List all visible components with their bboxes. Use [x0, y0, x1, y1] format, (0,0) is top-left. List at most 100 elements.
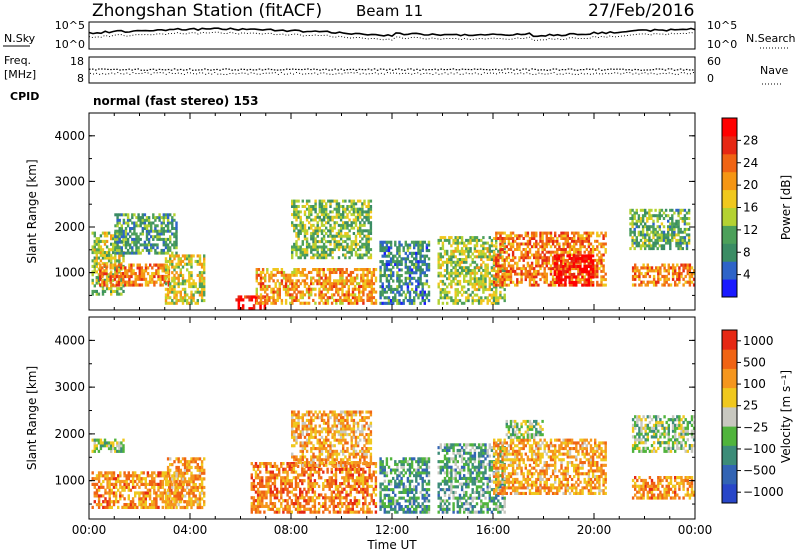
echo-cell [97, 292, 101, 296]
echo-cell [91, 477, 94, 481]
echo-cell [677, 211, 680, 215]
echo-cell [555, 254, 559, 258]
echo-cell [385, 240, 389, 244]
echo-cell [157, 263, 160, 267]
echo-cell [568, 281, 571, 284]
echo-cell [641, 214, 645, 218]
echo-cell [123, 503, 126, 507]
echo-cell [112, 485, 116, 489]
echo-cell [356, 213, 360, 217]
echo-cell [322, 215, 326, 219]
echo-cell [385, 274, 389, 278]
echo-cell [509, 264, 513, 268]
freq-point [473, 68, 476, 70]
echo-cell [583, 257, 586, 260]
echo-cell [188, 276, 191, 280]
echo-cell [360, 284, 363, 288]
echo-cell [392, 257, 395, 261]
echo-cell [679, 247, 682, 251]
echo-cell [539, 253, 542, 257]
echo-cell [268, 279, 271, 283]
echo-cell [320, 202, 324, 206]
echo-cell [482, 274, 485, 278]
echo-cell [402, 282, 405, 286]
echo-cell [629, 208, 632, 212]
echo-cell [349, 298, 353, 302]
echo-cell [677, 238, 680, 242]
echo-cell [477, 279, 481, 283]
echo-cell [570, 273, 573, 276]
freq-point [285, 68, 288, 70]
echo-cell [133, 243, 136, 247]
echo-cell [555, 275, 559, 279]
echo-cell [164, 301, 168, 305]
echo-cell [135, 216, 138, 220]
echo-cell [354, 242, 358, 246]
nave-point [114, 73, 116, 75]
echo-cell [99, 259, 103, 263]
echo-cell [312, 207, 315, 211]
echo-cell [573, 234, 576, 238]
nave-point [556, 73, 558, 75]
echo-cell [114, 267, 117, 271]
echo-cell [312, 234, 315, 238]
echo-cell [656, 233, 659, 237]
echo-cell [133, 232, 136, 236]
echo-cell [465, 299, 468, 303]
echo-cell [318, 210, 321, 214]
echo-cell [114, 229, 117, 233]
echo-cell [543, 245, 546, 249]
echo-cell [175, 229, 178, 233]
colorbar-tick-label: 12 [743, 223, 758, 237]
echo-cell [379, 274, 382, 278]
echo-cell [284, 301, 288, 305]
echo-cell [602, 234, 605, 238]
echo-cell [162, 232, 165, 236]
echo-cell [95, 447, 98, 451]
echo-cell [408, 271, 412, 275]
nave-point [438, 73, 440, 75]
echo-cell [139, 243, 142, 247]
echo-cell [369, 207, 373, 211]
echo-cell [181, 287, 185, 291]
echo-cell [493, 261, 496, 265]
echo-cell [560, 250, 563, 254]
echo-cell [471, 269, 474, 272]
echo-cell [177, 262, 180, 266]
echo-cell [381, 293, 384, 297]
echo-cell [415, 240, 418, 244]
echo-cell [183, 299, 187, 303]
echo-cell [480, 271, 483, 275]
echo-cell [406, 268, 410, 272]
echo-cell [639, 208, 643, 212]
echo-cell [301, 250, 304, 254]
echo-cell [263, 295, 267, 299]
echo-cell [316, 223, 319, 227]
echo-cell [573, 258, 576, 262]
echo-cell [520, 242, 523, 246]
echo-cell [366, 284, 369, 288]
echo-cell [266, 270, 269, 274]
echo-cell [594, 272, 597, 276]
nave-point [441, 73, 443, 75]
echo-cell [337, 293, 340, 297]
echo-cell [446, 252, 449, 256]
echo-cell [362, 293, 365, 297]
echo-cell [104, 471, 107, 475]
echo-cell [91, 270, 94, 274]
echo-cell [138, 503, 141, 507]
echo-cell [650, 269, 654, 273]
freq-point [313, 68, 315, 70]
echo-cell [568, 278, 571, 282]
echo-cell [179, 505, 182, 510]
echo-cell [356, 301, 359, 305]
echo-cell [346, 234, 349, 238]
echo-cell [129, 474, 133, 478]
cpid-label: CPID [10, 90, 39, 103]
echo-cell [365, 245, 368, 249]
echo-cell [203, 257, 206, 261]
echo-cell [280, 273, 284, 277]
echo-cell [465, 274, 468, 278]
echo-cell [644, 274, 647, 279]
echo-cell [295, 240, 298, 244]
